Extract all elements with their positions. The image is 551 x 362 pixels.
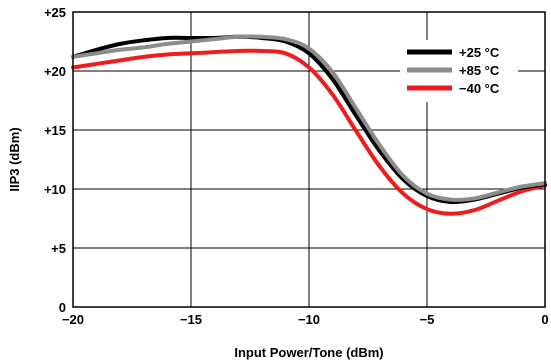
legend-label-1: +85 °C (459, 63, 500, 78)
x-tick-label: 0 (541, 312, 548, 327)
y-tick-label: 0 (59, 300, 66, 315)
plot-series (71, 34, 547, 216)
plot-frame (72, 11, 546, 308)
tick-labels: −20 −15 −10 −5 0 0 +5 +10 +15 +20 +25 (44, 5, 549, 327)
series-line-2 (71, 48, 547, 216)
y-tick-label: +10 (44, 182, 66, 197)
x-tick-label: −15 (180, 312, 202, 327)
y-axis-title: IIP3 (dBm) (7, 127, 22, 191)
legend-label-0: +25 °C (459, 45, 500, 60)
series-line-1 (71, 34, 547, 202)
legend-label-2: −40 °C (459, 81, 500, 96)
y-tick-label: +5 (51, 241, 66, 256)
x-tick-label: −20 (62, 312, 84, 327)
x-axis-title: Input Power/Tone (dBm) (234, 345, 383, 360)
x-tick-label: −10 (298, 312, 320, 327)
legend: +25 °C +85 °C −40 °C (400, 40, 518, 102)
y-tick-label: +25 (44, 5, 66, 20)
y-tick-label: +20 (44, 64, 66, 79)
x-tick-label: −5 (420, 312, 435, 327)
y-tick-label: +15 (44, 123, 66, 138)
